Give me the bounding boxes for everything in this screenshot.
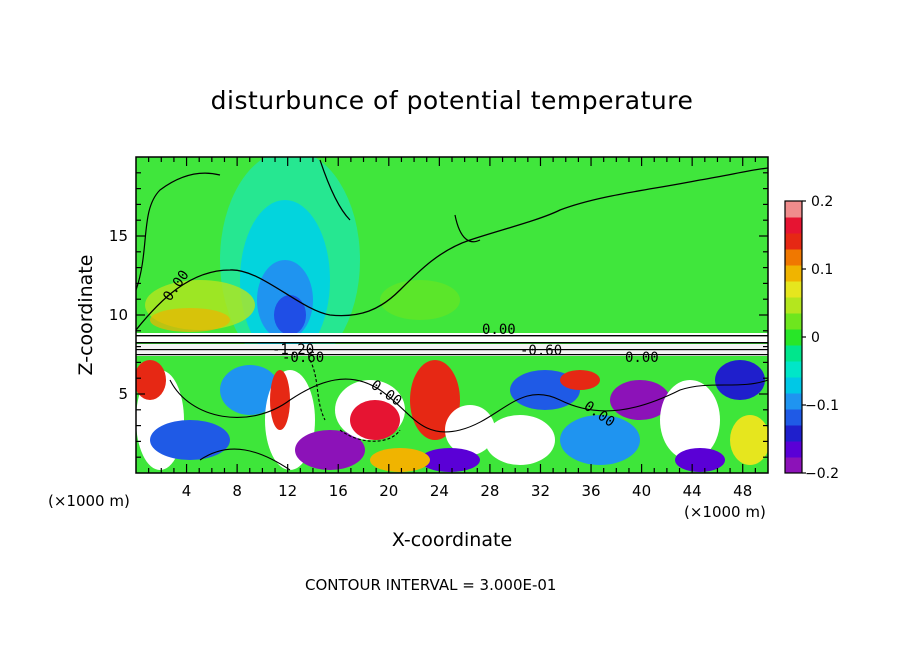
contour-label: -0.60	[520, 343, 562, 359]
colorbar-swatch	[785, 345, 802, 362]
x-tick-label: 28	[480, 482, 499, 500]
colorbar-tick-label: 0.1	[811, 262, 833, 278]
x-tick-label: 40	[632, 482, 651, 500]
x-tick-label: 32	[531, 482, 550, 500]
colorbar-swatch	[785, 297, 802, 314]
colorbar-swatch	[785, 313, 802, 330]
x-axis-label: X-coordinate	[391, 529, 513, 551]
contour-label: 0.00	[482, 322, 516, 338]
x-tick-label: 16	[329, 482, 348, 500]
x-tick-group: 4 8 12 16 20 24 28 32 36 40 44 48	[148, 157, 756, 500]
contour-interval-text: CONTOUR INTERVAL = 3.000E-01	[305, 576, 557, 594]
chart-title: disturbunce of potential temperature	[210, 86, 694, 115]
colorbar: 0.2 0.1 0 −0.1 −0.2	[784, 194, 839, 482]
colorbar-swatch	[785, 441, 802, 458]
colorbar-swatch	[785, 201, 802, 218]
colorbar-tick-label: 0	[811, 330, 820, 346]
colorbar-swatch	[785, 457, 802, 474]
colorbar-swatch	[785, 425, 802, 442]
x-tick-label: 36	[581, 482, 600, 500]
contour-label: -0.60	[282, 350, 324, 366]
field-layer	[136, 157, 768, 473]
colorbar-swatch	[785, 329, 802, 346]
y-tick-label: 15	[109, 227, 128, 245]
colorbar-tick-label: 0.2	[811, 194, 833, 210]
colorbar-swatch	[785, 249, 802, 266]
colorbar-swatch	[785, 233, 802, 250]
x-tick-label: 20	[379, 482, 398, 500]
colorbar-tick-label: −0.2	[805, 466, 839, 482]
x-tick-label: 24	[430, 482, 449, 500]
colorbar-swatch	[785, 265, 802, 282]
colorbar-swatch	[785, 393, 802, 410]
colorbar-swatch	[785, 361, 802, 378]
colorbar-swatch	[785, 377, 802, 394]
y-tick-label: 5	[118, 385, 128, 403]
x-unit-label-left: (×1000 m)	[48, 492, 130, 510]
x-tick-label: 4	[182, 482, 192, 500]
x-tick-label: 48	[733, 482, 752, 500]
y-tick-label: 10	[109, 306, 128, 324]
colorbar-tick-label: −0.1	[805, 398, 839, 414]
colorbar-swatch	[785, 409, 802, 426]
colorbar-swatch	[785, 217, 802, 234]
x-unit-label-right: (×1000 m)	[684, 503, 766, 521]
y-tick-group: 5 10 15	[109, 172, 768, 458]
contour-label: 0.00	[625, 350, 659, 366]
x-tick-label: 12	[278, 482, 297, 500]
x-tick-label: 44	[683, 482, 702, 500]
x-tick-label: 8	[232, 482, 242, 500]
colorbar-swatch	[785, 281, 802, 298]
contour-label: -1.20	[272, 342, 314, 358]
